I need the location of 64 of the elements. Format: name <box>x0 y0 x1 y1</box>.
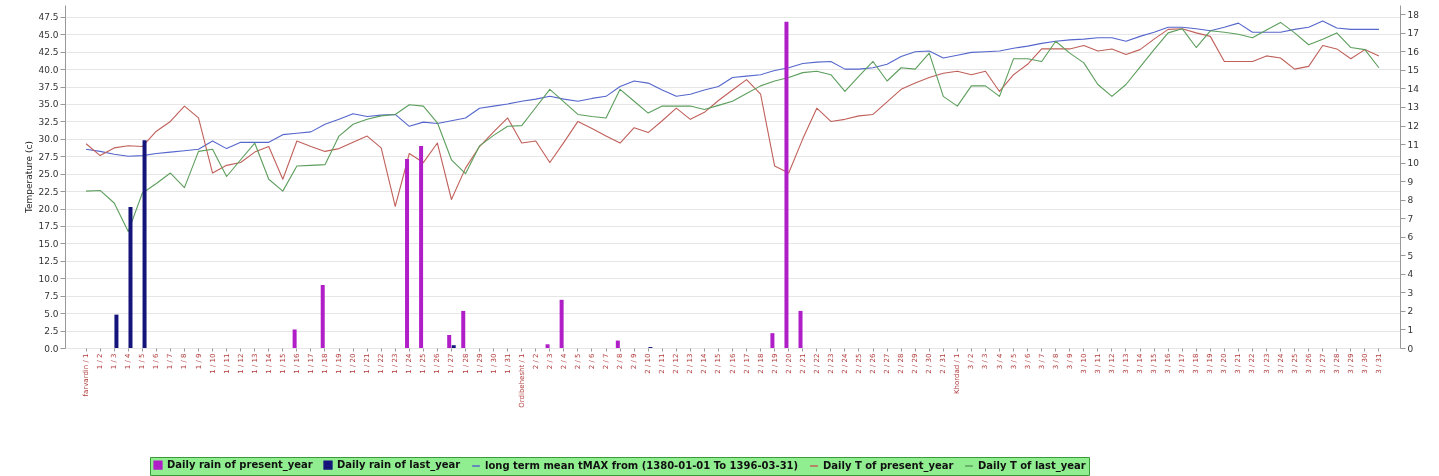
y2-tick-label: 15 <box>1407 65 1419 76</box>
y2-tick-label: 8 <box>1407 195 1414 206</box>
y-tick-label: 20.0 <box>38 204 59 215</box>
y2-tick-label: 9 <box>1407 176 1414 187</box>
legend-label: Daily T of last_year <box>978 460 1086 472</box>
y-tick-label: 0.0 <box>44 343 59 354</box>
y2-tick-label: 11 <box>1407 139 1419 150</box>
y-tick-label: 10.0 <box>38 273 59 284</box>
y-tick-label: 35.0 <box>38 99 59 110</box>
y-tick-label: 47.5 <box>38 12 59 23</box>
bar <box>142 140 147 348</box>
y2-tick-label: 10 <box>1407 158 1420 169</box>
y2-tick-label: 0 <box>1407 343 1414 354</box>
y2-tick-label: 17 <box>1407 28 1419 39</box>
bar <box>447 335 452 348</box>
y2-tick-label: 13 <box>1407 102 1419 113</box>
y-tick-label: 45.0 <box>38 29 59 40</box>
y2-tick-label: 18 <box>1407 9 1420 20</box>
y2-tick-label: 14 <box>1407 83 1420 94</box>
y2-tick-label: 16 <box>1407 46 1420 57</box>
bar <box>128 207 133 348</box>
bar <box>320 284 325 348</box>
legend-label: Daily rain of present_year <box>167 459 313 472</box>
y2-tick-label: 2 <box>1407 306 1414 317</box>
y-tick-label: 25.0 <box>38 169 59 180</box>
bar <box>419 145 424 348</box>
legend-label: Daily T of present_year <box>823 460 954 472</box>
line-series <box>85 28 1380 208</box>
y2-tick-label: 3 <box>1407 287 1414 298</box>
bar <box>559 299 564 348</box>
y-tick-label: 37.5 <box>38 82 59 93</box>
y-tick-label: 40.0 <box>38 64 59 75</box>
bar <box>545 344 550 348</box>
y-tick-label: 30.0 <box>38 134 59 145</box>
y-tick-label: 12.5 <box>38 256 59 267</box>
bar <box>292 329 297 348</box>
bar <box>784 21 789 348</box>
y2-tick-label: 6 <box>1407 232 1414 243</box>
y2-tick-label: 5 <box>1407 250 1414 261</box>
legend-label: Daily rain of last_year <box>337 459 461 472</box>
bar <box>615 340 620 348</box>
y-tick-label: 17.5 <box>38 221 59 232</box>
line-series <box>85 20 1380 157</box>
y-tick-label: 42.5 <box>38 47 59 58</box>
y-tick-label: 5.0 <box>44 308 59 319</box>
y-tick-label: 32.5 <box>38 116 59 127</box>
y2-tick-label: 4 <box>1407 269 1414 280</box>
y2-tick-label: 7 <box>1407 213 1414 224</box>
bar <box>405 158 410 348</box>
bar <box>770 333 775 348</box>
line-series <box>85 21 1380 233</box>
y-tick-label: 2.5 <box>44 326 59 337</box>
y-tick-label: 27.5 <box>38 151 59 162</box>
bar <box>461 310 466 348</box>
y-tick-label: 15.0 <box>38 238 59 249</box>
bar <box>451 345 456 348</box>
y-axis-title: Temperature (c) <box>24 141 35 214</box>
y-tick-label: 7.5 <box>44 291 59 302</box>
y2-tick-label: 1 <box>1407 324 1414 335</box>
y2-tick-label: 12 <box>1407 121 1419 132</box>
bar <box>114 314 119 348</box>
bar <box>798 310 803 348</box>
legend-label: long term mean tMAX from (1380-01-01 To 1396-03-31) <box>485 460 799 471</box>
y-tick-label: 22.5 <box>38 186 59 197</box>
